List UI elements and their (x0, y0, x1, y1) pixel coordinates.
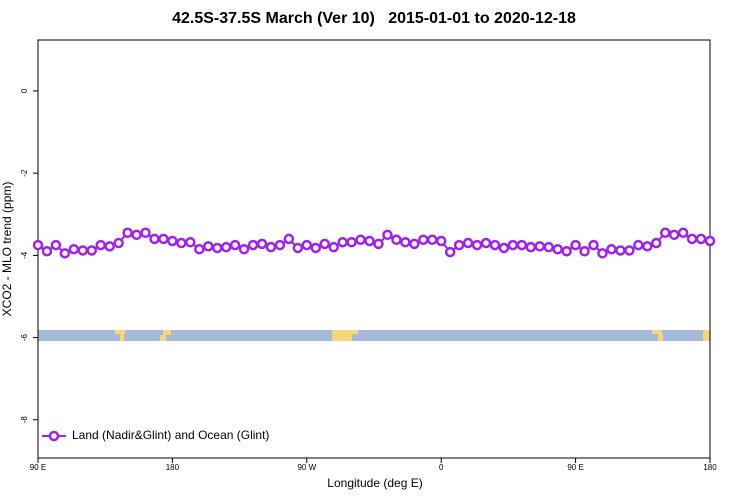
point (265, 241, 277, 253)
point (167, 235, 178, 247)
y-tick-label: -6 (20, 333, 29, 341)
point (633, 239, 644, 251)
x-tick-label: 180 (703, 463, 717, 472)
point (373, 238, 384, 250)
x-tick-label: 180 (166, 463, 180, 472)
point (498, 242, 510, 254)
point (32, 239, 44, 251)
land-marks (115, 330, 710, 341)
point (642, 241, 653, 252)
legend-label: Land (Nadir&Glint) and Ocean (Glint) (72, 428, 269, 442)
point (158, 233, 169, 245)
point (400, 236, 411, 248)
point (525, 241, 537, 253)
legend-marker (48, 430, 60, 442)
point (668, 229, 680, 241)
point (534, 241, 546, 252)
point (507, 239, 519, 251)
x-tick-label: 90 E (30, 463, 46, 472)
point (355, 234, 366, 246)
point (409, 238, 420, 250)
point (77, 245, 89, 256)
y-tick-label: -2 (20, 169, 29, 177)
point (140, 227, 151, 239)
point (41, 246, 53, 257)
point (283, 233, 295, 245)
point (695, 233, 707, 245)
point (418, 234, 429, 246)
x-tick-label: 90 E (567, 463, 583, 472)
point (68, 243, 80, 255)
point (185, 236, 196, 248)
point (516, 239, 528, 251)
x-axis-label: Longitude (deg E) (327, 476, 422, 490)
point (597, 248, 608, 259)
point (59, 248, 71, 259)
chart-title: 42.5S-37.5S March (Ver 10) 2015-01-01 to… (172, 10, 576, 27)
point (435, 235, 447, 247)
point (391, 234, 402, 246)
y-tick-label: 0 (20, 88, 29, 93)
point (615, 245, 626, 256)
point (220, 241, 232, 253)
point (543, 241, 554, 253)
x-tick-label: 90 W (297, 463, 316, 472)
point (131, 229, 142, 241)
point (561, 246, 572, 257)
point (104, 241, 115, 252)
point (426, 234, 438, 246)
point (606, 243, 617, 255)
point (319, 238, 330, 250)
surface-band (38, 330, 710, 341)
point (229, 239, 241, 251)
point (328, 241, 339, 253)
point (624, 245, 635, 256)
point (704, 235, 716, 247)
y-tick-label: -4 (20, 251, 29, 259)
y-tick-label: -8 (20, 416, 29, 424)
point (579, 246, 590, 257)
point (588, 239, 599, 251)
point (176, 237, 187, 249)
point (202, 241, 214, 252)
point (149, 233, 160, 245)
point (552, 243, 563, 255)
point (86, 245, 98, 256)
point (462, 237, 474, 249)
point (480, 237, 492, 249)
point (274, 239, 286, 251)
point (650, 237, 662, 249)
point (301, 239, 313, 251)
point (677, 227, 689, 239)
point (337, 236, 348, 248)
point (310, 242, 322, 254)
point (489, 239, 501, 251)
point (444, 246, 456, 258)
point (453, 239, 465, 251)
point (194, 243, 205, 255)
point (50, 239, 62, 251)
point (238, 243, 250, 255)
point (95, 239, 106, 251)
y-axis-label: XCO2 - MLO trend (ppm) (0, 182, 14, 317)
point (570, 239, 581, 251)
point (122, 227, 133, 239)
point (659, 227, 671, 239)
point (346, 236, 357, 248)
point (292, 242, 304, 254)
x-tick-label: 0 (439, 463, 444, 472)
point (113, 237, 124, 249)
point (211, 242, 223, 254)
point (471, 239, 483, 251)
point (247, 239, 259, 251)
point (364, 235, 375, 247)
point (382, 229, 393, 241)
point (686, 233, 698, 245)
point (256, 238, 268, 250)
